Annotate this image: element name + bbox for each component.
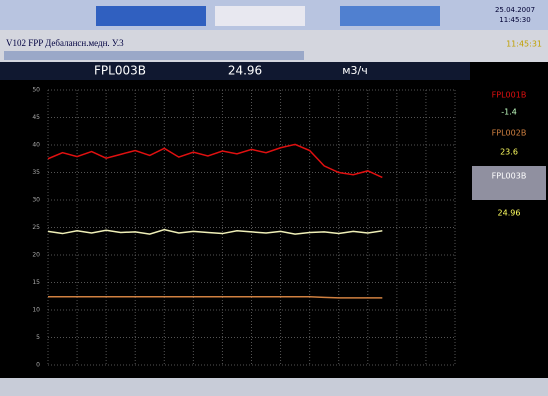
toolbar-buttons[interactable] [215,6,305,26]
header-tag: FPL003B [94,64,146,78]
readout-value: -1.4 [501,108,517,117]
y-tick-label: 35 [32,169,40,176]
readout-name: FPL001B [492,91,527,100]
y-tick-label: 15 [32,279,40,286]
readout-value: 24.96 [498,209,521,218]
icon-toolbar[interactable] [4,51,304,60]
trend-line [47,228,383,235]
toolbar-buttons[interactable] [96,6,206,26]
y-tick-label: 5 [36,334,40,341]
trend-line [47,143,383,179]
trend-line [48,296,383,299]
status-bar [0,378,548,392]
plot-background [0,62,470,378]
readout-panel [470,62,548,378]
y-tick-label: 40 [32,142,40,149]
date: 25.04.2007 [495,6,535,14]
y-tick-label: 30 [32,197,40,204]
chart-header [0,62,470,80]
header-unit: м3/ч [342,64,368,77]
y-tick-label: 0 [36,362,40,369]
header-value: 24.96 [228,64,262,78]
toolbar-buttons[interactable] [340,6,440,26]
y-tick-label: 50 [32,87,40,94]
y-tick-label: 45 [32,114,40,121]
y-tick-label: 20 [32,252,40,259]
readout-name: FPL003B [492,172,527,181]
time: 11:45:31 [506,40,542,49]
clock: 11:45:30 [499,16,530,24]
selected-readout[interactable] [472,166,546,200]
readout-name: FPL002B [492,129,527,138]
y-tick-label: 10 [32,307,40,314]
readout-value: 23.6 [500,148,518,157]
window-title: V102 FPP Дебалансн.медн. У.3 [6,38,124,48]
y-tick-label: 25 [32,224,40,231]
